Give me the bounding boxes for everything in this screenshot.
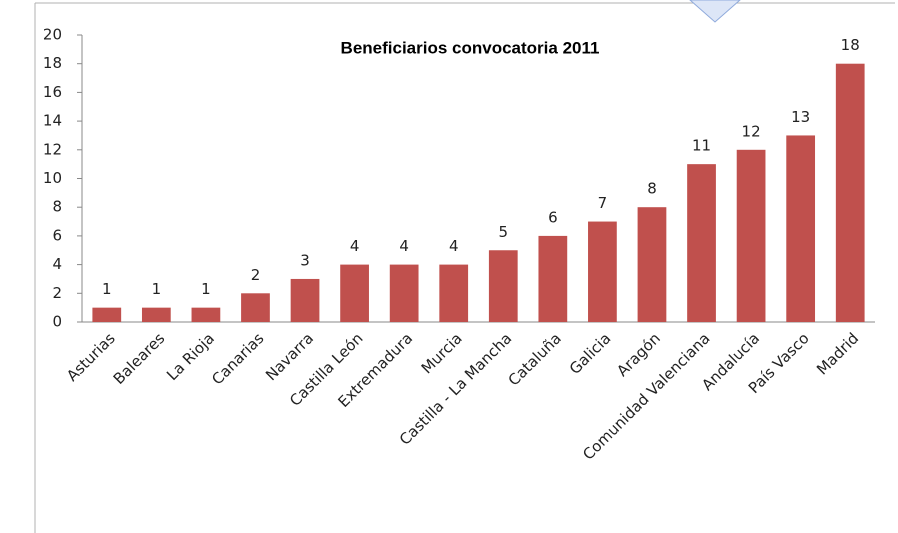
y-tick-label: 16 <box>43 83 62 101</box>
data-label: 4 <box>449 237 459 255</box>
decoration <box>689 0 741 23</box>
data-label: 3 <box>300 251 310 269</box>
bar <box>191 307 221 322</box>
data-label: 8 <box>647 180 657 198</box>
bar <box>786 135 816 322</box>
bar <box>92 307 122 322</box>
data-label: 6 <box>548 208 558 226</box>
data-label: 1 <box>152 280 162 298</box>
y-tick-label: 0 <box>52 313 62 331</box>
bar <box>389 264 419 322</box>
bar <box>340 264 369 322</box>
bar <box>835 63 865 322</box>
chart-title: Beneficiarios convocatoria 2011 <box>341 38 600 57</box>
data-label: 13 <box>791 108 810 126</box>
data-label: 4 <box>399 237 409 255</box>
y-tick-label: 2 <box>52 284 62 302</box>
data-label: 18 <box>841 36 860 54</box>
bar <box>538 235 568 322</box>
data-label: 7 <box>598 194 608 212</box>
bar <box>637 207 667 322</box>
data-label: 11 <box>692 137 711 155</box>
bar <box>736 149 766 322</box>
bar <box>241 293 270 322</box>
bar <box>141 307 171 322</box>
y-tick-label: 12 <box>43 140 62 158</box>
bar <box>588 221 617 322</box>
y-tick-label: 8 <box>52 198 62 216</box>
y-tick-label: 6 <box>52 226 62 244</box>
y-tick-label: 20 <box>43 26 62 44</box>
data-label: 4 <box>350 237 360 255</box>
data-label: 2 <box>251 266 261 284</box>
bar <box>687 164 716 322</box>
bar <box>488 250 518 322</box>
y-tick-label: 14 <box>43 112 62 130</box>
data-label: 1 <box>102 280 112 298</box>
y-tick-label: 18 <box>43 54 62 72</box>
y-tick-label: 10 <box>43 169 62 187</box>
y-tick-label: 4 <box>52 255 62 273</box>
data-label: 12 <box>742 122 761 140</box>
data-label: 5 <box>499 223 509 241</box>
bar <box>290 278 320 322</box>
data-label: 1 <box>201 280 211 298</box>
bar <box>439 264 469 322</box>
